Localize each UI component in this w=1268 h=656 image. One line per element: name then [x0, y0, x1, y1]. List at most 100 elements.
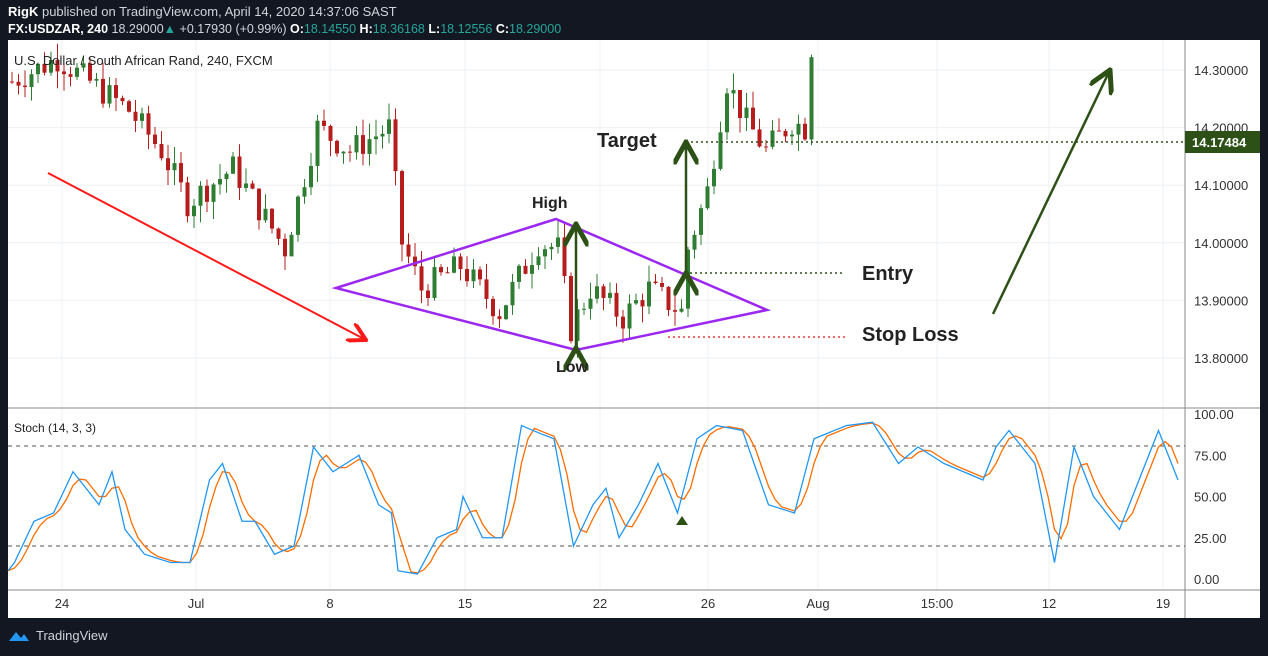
author[interactable]: RigK	[8, 4, 39, 19]
candle	[315, 120, 320, 166]
candle	[413, 256, 417, 267]
candle	[621, 316, 625, 329]
candle	[81, 63, 86, 68]
stoch-k-line	[7, 421, 1179, 575]
candle	[692, 234, 697, 250]
symbol-bar: FX:USDZAR, 240 18.29000▲ +0.17930 (+0.99…	[8, 22, 561, 36]
candle	[42, 63, 47, 73]
stoch-tick: 50.00	[1194, 490, 1227, 505]
candle	[484, 279, 489, 299]
target-label: Target	[597, 130, 657, 152]
candle	[744, 107, 749, 118]
candle	[666, 286, 671, 311]
price-tick: 14.10000	[1194, 178, 1248, 193]
price-tick: 13.90000	[1194, 293, 1248, 308]
candle	[569, 276, 573, 342]
low-value: 18.12556	[440, 22, 493, 36]
candle	[263, 208, 268, 221]
candle	[192, 205, 196, 217]
candle	[107, 85, 112, 104]
high-label: High	[532, 195, 568, 212]
candle	[608, 292, 612, 298]
stoch-tick: 75.00	[1194, 448, 1227, 463]
candle	[530, 265, 534, 274]
candle	[783, 131, 788, 137]
candle	[536, 256, 541, 266]
high-label: H:	[359, 22, 373, 36]
candle	[757, 129, 762, 147]
candle	[445, 272, 450, 274]
candle	[36, 63, 40, 75]
candle	[296, 196, 300, 235]
candle	[68, 74, 73, 77]
candle	[796, 123, 801, 135]
candle	[478, 269, 482, 280]
candle	[367, 139, 372, 154]
price-tick: 14.30000	[1194, 63, 1248, 78]
price-tick: 13.80000	[1194, 351, 1248, 366]
candle	[88, 63, 92, 81]
last-price: 18.29000	[111, 22, 164, 36]
candles	[10, 43, 814, 358]
candle	[751, 107, 755, 130]
candle	[23, 85, 27, 88]
candle	[166, 158, 170, 171]
time-tick: 8	[326, 596, 333, 611]
time-tick: 12	[1042, 596, 1056, 611]
time-tick: 15:00	[921, 596, 954, 611]
brand-name[interactable]: TradingView	[36, 628, 108, 643]
candle	[276, 228, 281, 239]
tradingview-logo-icon	[9, 631, 29, 641]
candle	[653, 281, 658, 284]
candle	[211, 184, 216, 202]
candle	[328, 125, 333, 141]
candle	[647, 281, 651, 307]
time-tick: 19	[1156, 596, 1170, 611]
candle	[393, 119, 398, 172]
candle	[458, 256, 463, 270]
candle	[341, 151, 346, 154]
uptrend-arrow[interactable]	[991, 70, 1110, 315]
candle	[627, 303, 632, 329]
open-value: 18.14550	[303, 22, 357, 36]
candle	[491, 298, 495, 317]
candle	[465, 269, 469, 282]
candle	[185, 182, 190, 217]
candle	[55, 60, 60, 72]
candle	[120, 97, 125, 102]
time-tick: 24	[55, 596, 69, 611]
price-label-box	[1185, 131, 1260, 153]
candle	[153, 134, 157, 144]
stoch-tick: 0.00	[1194, 572, 1219, 587]
candle	[146, 113, 151, 135]
time-tick: Aug	[806, 596, 829, 611]
candle	[549, 246, 554, 250]
current-price-label: 14.17484	[1192, 135, 1247, 150]
candle	[179, 163, 183, 183]
chart-legend: U.S. Dollar / South African Rand, 240, F…	[14, 53, 273, 68]
candle	[29, 74, 34, 88]
stoch-tick: 100.00	[1194, 407, 1234, 422]
downtrend-arrow[interactable]	[47, 172, 366, 340]
up-triangle-icon: ▲	[163, 22, 177, 36]
candle	[309, 165, 313, 188]
candle	[595, 286, 599, 299]
time-tick: 22	[593, 596, 607, 611]
candle	[283, 238, 287, 257]
diamond-pattern[interactable]	[331, 217, 772, 352]
candle	[361, 135, 365, 154]
candle	[426, 290, 430, 298]
candle	[406, 244, 411, 257]
candle	[497, 316, 502, 320]
symbol[interactable]: FX:USDZAR, 240	[8, 22, 109, 36]
candle	[374, 136, 378, 140]
close-value: 18.29000	[509, 22, 562, 36]
candle	[517, 265, 521, 282]
signal-triangle-icon	[676, 516, 688, 525]
candle	[218, 179, 222, 185]
candle	[348, 151, 352, 153]
candle	[770, 130, 775, 147]
stop-loss-label: Stop Loss	[862, 324, 959, 346]
low-label: Low	[556, 359, 589, 376]
